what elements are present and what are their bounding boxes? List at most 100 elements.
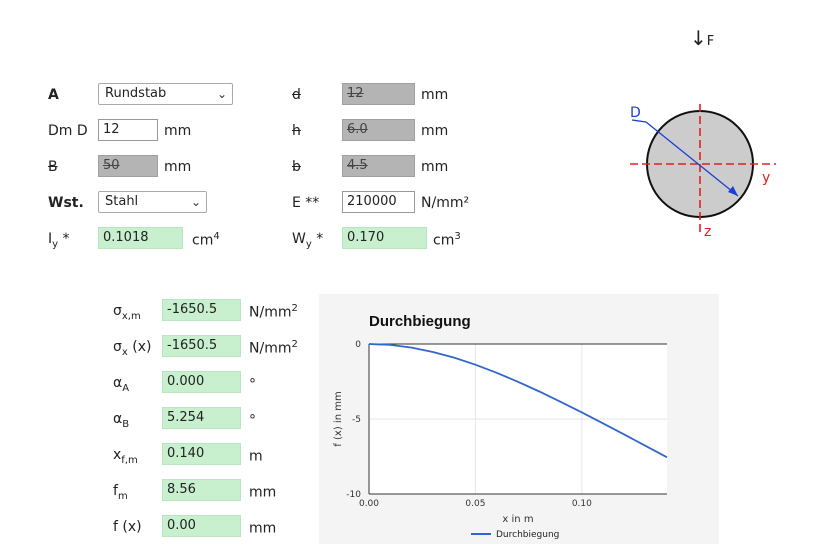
b-inner-label: b [292, 159, 301, 175]
result-unit-main: m [249, 448, 263, 465]
material-select[interactable]: Stahl ⌄ [98, 191, 207, 213]
h-field: 6.0 [342, 119, 415, 141]
h-label: h [292, 123, 301, 139]
result-unit: mm [249, 519, 276, 537]
iy-label: Iy * [48, 231, 70, 250]
x-tick-label: 0.05 [465, 499, 485, 509]
result-unit: mm [249, 483, 276, 501]
wy-unit: cm3 [433, 231, 461, 249]
y-tick-label: -5 [352, 415, 361, 425]
d-leader-line [631, 119, 647, 123]
h-unit: mm [421, 123, 449, 139]
x-tick-label: 0.00 [359, 499, 379, 509]
x-tick-label: 0.10 [572, 499, 592, 509]
cross-section-diagram: D y z [630, 104, 776, 240]
result-value-field: 0.00 [162, 515, 241, 537]
result-unit: N/mm2 [249, 339, 298, 357]
diameter-arrowhead [728, 186, 738, 196]
result-unit-exp: 2 [291, 303, 298, 314]
iy-field-value: 0.1018 [103, 230, 149, 245]
wy-field-value: 0.170 [347, 230, 385, 245]
wy-label: Wy * [292, 231, 323, 250]
iy-field: 0.1018 [98, 227, 183, 249]
series-line-durchbiegung [368, 343, 668, 459]
deflection-chart: Durchbiegung 0.00 0.05 0.10 0 -5 -10 Durchbiegu… [319, 294, 719, 544]
b-inner-unit: mm [421, 159, 449, 175]
result-unit: ° [249, 411, 256, 429]
legend-label: Durchbiegung [496, 530, 559, 540]
result-symbol-sub: A [122, 382, 130, 394]
diagram-d-label: D [630, 105, 641, 121]
x-axis-label: x in m [502, 514, 533, 525]
h-field-value: 6.0 [347, 122, 368, 137]
result-unit-main: mm [249, 520, 277, 537]
result-label: xf,m [113, 447, 138, 466]
result-unit-main: ° [249, 376, 256, 393]
chevron-down-icon: ⌄ [216, 87, 227, 101]
e-field-value: 210000 [347, 194, 397, 209]
profile-select-value: Rundstab [105, 86, 167, 101]
force-indicator: ↓F [690, 26, 714, 50]
result-value-field: 0.140 [162, 443, 241, 465]
result-unit: N/mm2 [249, 303, 298, 321]
profile-label: A [48, 87, 59, 103]
result-label: fm [113, 483, 128, 502]
result-label: αB [113, 411, 129, 430]
iy-label-sub: y [52, 238, 59, 250]
force-arrow-label: ↓ [690, 26, 707, 50]
dm-field-value: 12 [103, 122, 120, 137]
result-label: σx,m [113, 303, 141, 322]
b-inner-field-value: 4.5 [347, 158, 368, 173]
iy-unit-main: cm [192, 232, 214, 249]
wy-label-sub: y [305, 238, 312, 250]
result-symbol-sub: m [117, 490, 128, 502]
result-unit-main: N/mm [249, 304, 292, 321]
result-label: f (x) [113, 519, 142, 538]
y-tick-label: -10 [346, 490, 361, 500]
e-label: E ** [292, 195, 320, 211]
result-value: 0.140 [167, 446, 205, 461]
dm-field[interactable]: 12 [98, 119, 158, 141]
result-value: 8.56 [167, 482, 196, 497]
diagram-z-label: z [704, 224, 711, 240]
chart-svg: Durchbiegung 0.00 0.05 0.10 0 -5 -10 Durchbiegu… [333, 313, 668, 540]
result-label: σx (x) [113, 339, 151, 358]
result-value: 0.00 [167, 518, 196, 533]
result-symbol: x [113, 447, 122, 463]
result-symbol: f [113, 483, 118, 499]
chart-title: Durchbiegung [369, 313, 471, 330]
result-symbol-sub: x,m [121, 310, 141, 322]
result-symbol-sub: B [122, 418, 130, 430]
result-unit-exp: 2 [291, 339, 298, 350]
result-unit: m [249, 447, 263, 465]
profile-select[interactable]: Rundstab ⌄ [98, 83, 233, 105]
force-label: F [706, 34, 715, 49]
dm-label: Dm D [48, 123, 88, 139]
result-label: αA [113, 375, 129, 394]
wy-label-star: * [311, 231, 324, 247]
d-label: d [292, 87, 301, 103]
e-field[interactable]: 210000 [342, 191, 415, 213]
result-value: 0.000 [167, 374, 205, 389]
result-value-field: 5.254 [162, 407, 241, 429]
result-value: -1650.5 [167, 338, 218, 353]
y-axis-label: f (x) in mm [333, 391, 344, 446]
result-symbol: α [113, 411, 123, 427]
result-symbol: f (x) [113, 519, 142, 535]
result-value: 5.254 [167, 410, 205, 425]
b-outer-label: B [48, 159, 58, 175]
d-unit: mm [421, 87, 449, 103]
result-value-field: 0.000 [162, 371, 241, 393]
dm-unit: mm [164, 123, 192, 139]
b-outer-field-value: 50 [103, 158, 120, 173]
wy-unit-exp: 3 [454, 231, 461, 242]
result-symbol-sub: x [121, 346, 128, 358]
b-outer-field: 50 [98, 155, 158, 177]
result-unit-main: mm [249, 484, 277, 501]
result-value-field: 8.56 [162, 479, 241, 501]
e-unit: N/mm² [421, 195, 470, 211]
d-field: 12 [342, 83, 415, 105]
result-symbol: σ [113, 303, 122, 319]
wy-label-main: W [292, 231, 306, 247]
result-value: -1650.5 [167, 302, 218, 317]
